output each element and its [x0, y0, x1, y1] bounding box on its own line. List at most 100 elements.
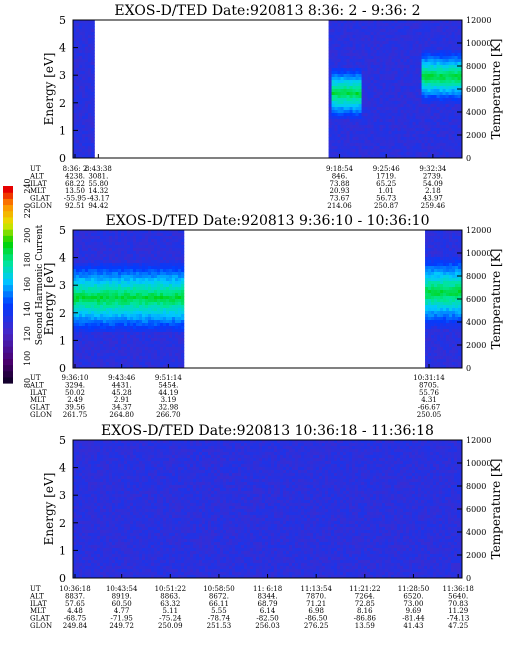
- spectrogram-cell: [127, 254, 131, 258]
- spectrogram-cell: [427, 77, 431, 81]
- spectrogram-cell: [442, 38, 446, 42]
- spectrogram-cell: [76, 296, 80, 300]
- spectrogram-cell: [460, 98, 463, 102]
- spectrogram-cell: [349, 59, 353, 63]
- spectrogram-cell: [82, 323, 86, 327]
- spectrogram-cell: [452, 350, 456, 354]
- spectrogram-cell: [455, 278, 459, 282]
- spectrogram-cell: [94, 242, 98, 246]
- y2-tick-label: 12000: [466, 226, 491, 235]
- colorbar-segment: [3, 229, 13, 236]
- spectrogram-cell: [166, 317, 170, 321]
- spectrogram-cell: [382, 59, 386, 63]
- spectrogram-cell: [455, 284, 459, 288]
- spectrogram-cell: [406, 98, 410, 102]
- spectrogram-cell: [331, 155, 335, 159]
- spectrogram-cell: [103, 338, 107, 342]
- spectrogram-cell: [425, 230, 429, 234]
- spectrogram-cell: [94, 152, 95, 156]
- spectrogram-cell: [403, 107, 407, 111]
- spectrogram-cell: [91, 68, 95, 72]
- spectrogram-cell: [446, 296, 450, 300]
- spectrogram-cell: [406, 116, 410, 120]
- spectrogram-cell: [443, 287, 447, 291]
- spectrogram-cell: [382, 140, 386, 144]
- spectrogram-cell: [133, 356, 137, 360]
- spectrogram-cell: [439, 77, 443, 81]
- y-tick-label: 1: [59, 124, 66, 137]
- spectrogram-cell: [145, 269, 149, 273]
- spectrogram-cell: [458, 269, 462, 273]
- spectrogram-cell: [109, 284, 113, 288]
- spectrogram-cell: [97, 239, 101, 243]
- spectrogram-cell: [406, 44, 410, 48]
- spectrogram-cell: [449, 257, 453, 261]
- spectrogram-cell: [175, 344, 179, 348]
- spectrogram-cell: [337, 119, 341, 123]
- spectrogram-cell: [443, 230, 447, 234]
- spectrogram-cell: [91, 347, 95, 351]
- spectrogram-cell: [79, 341, 83, 345]
- spectrogram-cell: [145, 335, 149, 339]
- spectrogram-cell: [337, 86, 341, 90]
- spectrogram-cell: [425, 317, 429, 321]
- spectrogram-cell: [109, 362, 113, 366]
- spectrogram-cell: [358, 26, 362, 30]
- spectrogram-cell: [409, 53, 413, 57]
- spectrogram-cell: [370, 29, 374, 33]
- spectrogram-cell: [397, 65, 401, 69]
- spectrogram-cell: [82, 29, 86, 33]
- spectrogram-cell: [181, 284, 185, 288]
- spectrogram-cell: [148, 287, 152, 291]
- spectrogram-cell: [85, 311, 89, 315]
- spectrogram-cell: [76, 266, 80, 270]
- spectrogram-cell: [391, 53, 395, 57]
- spectrogram-cell: [440, 239, 444, 243]
- spectrogram-cell: [434, 290, 438, 294]
- spectrogram-cell: [337, 143, 341, 147]
- spectrogram-cell: [178, 320, 182, 324]
- spectrogram-cell: [328, 140, 332, 144]
- spectrogram-cell: [76, 344, 80, 348]
- spectrogram-cell: [424, 74, 428, 78]
- spectrogram-cell: [442, 35, 446, 39]
- spectrogram-cell: [448, 35, 452, 39]
- spectrogram-cell: [103, 290, 107, 294]
- spectrogram-cell: [109, 263, 113, 267]
- spectrogram-cell: [76, 95, 80, 99]
- spectrogram-cell: [115, 251, 119, 255]
- spectrogram-cell: [364, 26, 368, 30]
- spectrogram-cell: [130, 296, 134, 300]
- spectrogram-cell: [112, 275, 116, 279]
- spectrogram-cell: [455, 323, 459, 327]
- spectrogram-cell: [437, 248, 441, 252]
- spectrogram-cell: [121, 338, 125, 342]
- spectrogram-cell: [169, 251, 173, 255]
- spectrogram-cell: [361, 80, 365, 84]
- spectrogram-cell: [181, 275, 185, 279]
- spectrogram-cell: [115, 329, 119, 333]
- spectrogram-cell: [379, 119, 383, 123]
- spectrogram-cell: [425, 275, 429, 279]
- spectrogram-cell: [148, 278, 152, 282]
- spectrogram-cell: [430, 41, 434, 45]
- spectrogram-cell: [452, 287, 456, 291]
- spectrogram-cell: [439, 98, 443, 102]
- spectrogram-cell: [454, 35, 458, 39]
- spectrogram-cell: [88, 263, 92, 267]
- spectrogram-cell: [409, 29, 413, 33]
- spectrogram-cell: [178, 335, 182, 339]
- spectrogram-cell: [379, 77, 383, 81]
- spectrogram-cell: [367, 71, 371, 75]
- spectrogram-cell: [346, 125, 350, 129]
- spectrogram-cell: [428, 251, 432, 255]
- spectrogram-cell: [445, 23, 449, 27]
- spectrogram-cell: [355, 56, 359, 60]
- spectrogram-cell: [349, 86, 353, 90]
- spectrogram-cell: [379, 35, 383, 39]
- spectrogram-cell: [415, 104, 419, 108]
- spectrogram-cell: [346, 122, 350, 126]
- spectrogram-cell: [73, 491, 77, 495]
- spectrogram-cell: [358, 20, 362, 24]
- spectrogram-cell: [428, 254, 432, 258]
